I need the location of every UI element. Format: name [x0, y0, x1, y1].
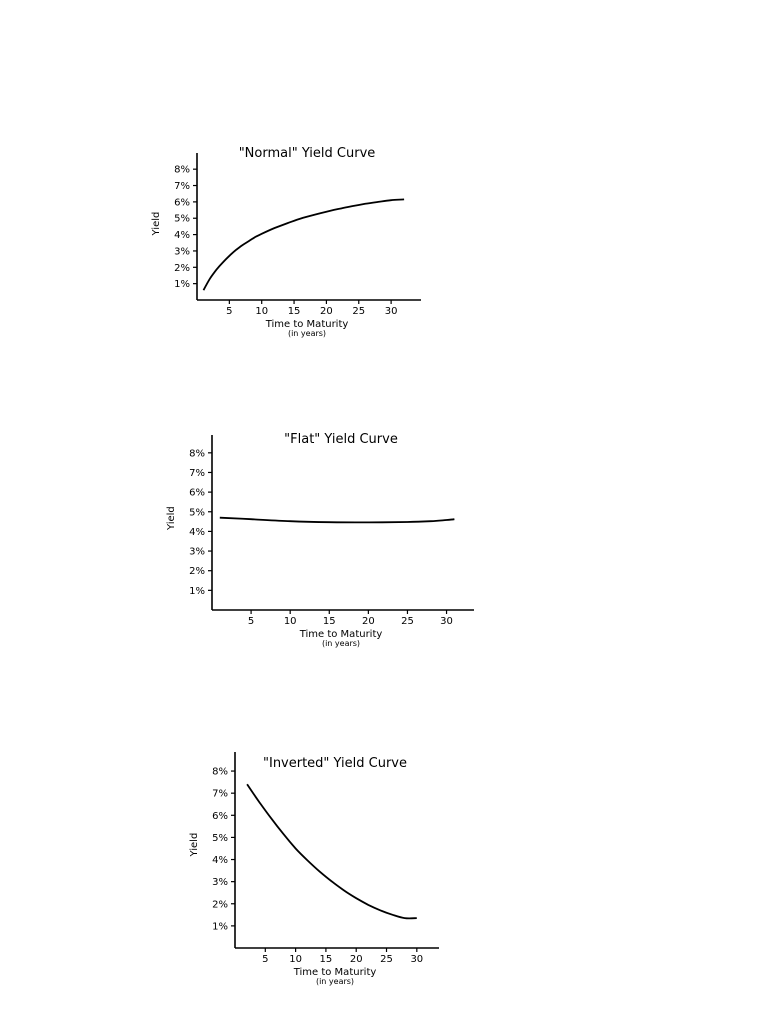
chart-title: "Normal" Yield Curve	[239, 146, 376, 161]
x-tick-label: 20	[362, 616, 375, 627]
x-tick-label: 25	[401, 616, 414, 627]
x-tick-label: 10	[255, 306, 268, 317]
y-tick-label: 7%	[174, 181, 190, 192]
x-tick-label: 5	[248, 616, 254, 627]
chart-title: "Flat" Yield Curve	[284, 432, 398, 447]
y-tick-label: 5%	[174, 214, 190, 225]
x-axis-label: Time to Maturity	[265, 319, 349, 330]
yield-curve-line	[202, 198, 405, 291]
y-tick-label: 1%	[189, 586, 205, 597]
chart-title: "Inverted" Yield Curve	[263, 756, 407, 771]
x-tick-label: 10	[289, 954, 302, 965]
x-tick-label: 20	[350, 954, 363, 965]
x-axis-label: Time to Maturity	[299, 629, 383, 640]
y-tick-label: 6%	[189, 488, 205, 499]
y-tick-label: 8%	[212, 767, 228, 778]
x-tick-label: 5	[226, 306, 232, 317]
inverted-yield-curve-chart: "Inverted" Yield Curve 1% 2% 3% 4% 5% 6% 7% 8% 5 1…	[189, 752, 439, 986]
y-tick-label: 2%	[212, 899, 228, 910]
x-tick-label: 25	[380, 954, 393, 965]
y-tick-label: 6%	[174, 197, 190, 208]
y-tick-label: 3%	[174, 246, 190, 257]
y-tick-label: 4%	[189, 527, 205, 538]
y-tick-label: 8%	[189, 448, 205, 459]
x-axis-sublabel: (in years)	[322, 639, 360, 648]
y-tick-label: 2%	[189, 566, 205, 577]
x-tick-label: 15	[320, 954, 333, 965]
y-tick-label: 8%	[174, 165, 190, 176]
x-tick-label: 10	[284, 616, 297, 627]
y-tick-label: 5%	[189, 507, 205, 518]
x-axis-sublabel: (in years)	[288, 329, 326, 338]
x-tick-label: 30	[410, 954, 423, 965]
y-tick-label: 7%	[212, 789, 228, 800]
y-axis-label: Yield	[166, 506, 177, 531]
x-tick-label: 30	[385, 306, 398, 317]
y-tick-label: 7%	[189, 468, 205, 479]
x-tick-label: 15	[288, 306, 301, 317]
yield-curve-line	[219, 516, 455, 524]
x-tick-label: 20	[320, 306, 333, 317]
yield-curve-line	[246, 783, 417, 920]
x-axis-label: Time to Maturity	[293, 967, 377, 978]
y-axis-label: Yield	[151, 212, 162, 237]
y-tick-label: 1%	[174, 279, 190, 290]
x-axis-sublabel: (in years)	[316, 977, 354, 986]
y-tick-label: 5%	[212, 833, 228, 844]
y-tick-label: 3%	[212, 877, 228, 888]
flat-yield-curve-chart: "Flat" Yield Curve 1% 2% 3% 4% 5% 6% 7% 8% 5 10 15 2…	[166, 432, 474, 648]
x-tick-label: 15	[323, 616, 336, 627]
y-tick-label: 3%	[189, 547, 205, 558]
x-tick-label: 25	[352, 306, 365, 317]
y-tick-label: 4%	[174, 230, 190, 241]
y-tick-label: 4%	[212, 855, 228, 866]
y-axis-label: Yield	[189, 833, 200, 858]
y-tick-label: 1%	[212, 921, 228, 932]
x-tick-label: 5	[262, 954, 268, 965]
y-tick-label: 2%	[174, 263, 190, 274]
normal-yield-curve-chart: "Normal" Yield Curve 1% 2% 3% 4% 5% 6% 7% 8% 5 10 1…	[151, 146, 421, 338]
x-tick-label: 30	[440, 616, 453, 627]
y-tick-label: 6%	[212, 811, 228, 822]
